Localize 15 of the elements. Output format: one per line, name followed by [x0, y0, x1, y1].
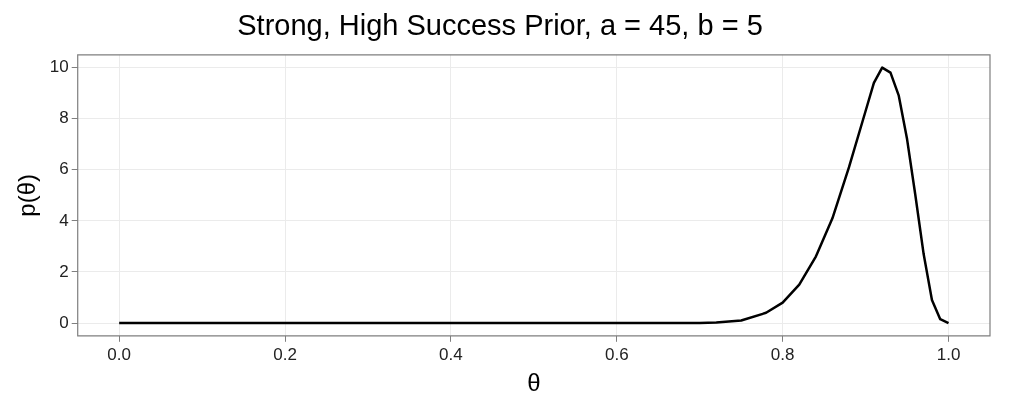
chart-title: Strong, High Success Prior, a = 45, b = 5	[237, 9, 763, 42]
y-tick-label: 2	[59, 261, 69, 281]
y-tick-label: 6	[59, 159, 69, 179]
y-tick-label: 8	[59, 108, 69, 128]
y-tick-label: 10	[49, 57, 69, 77]
x-tick-label: 0.0	[107, 344, 131, 364]
y-tick-label: 4	[59, 210, 69, 230]
x-tick-label: 0.2	[273, 344, 297, 364]
x-tick-label: 1.0	[936, 344, 961, 364]
x-axis-title: θ	[527, 369, 541, 397]
y-tick-label: 0	[59, 312, 69, 332]
x-tick-label: 0.8	[770, 344, 795, 364]
x-tick-label: 0.4	[439, 344, 463, 364]
x-tick-label: 0.6	[604, 344, 629, 364]
y-axis-title: p(θ)	[13, 173, 41, 217]
